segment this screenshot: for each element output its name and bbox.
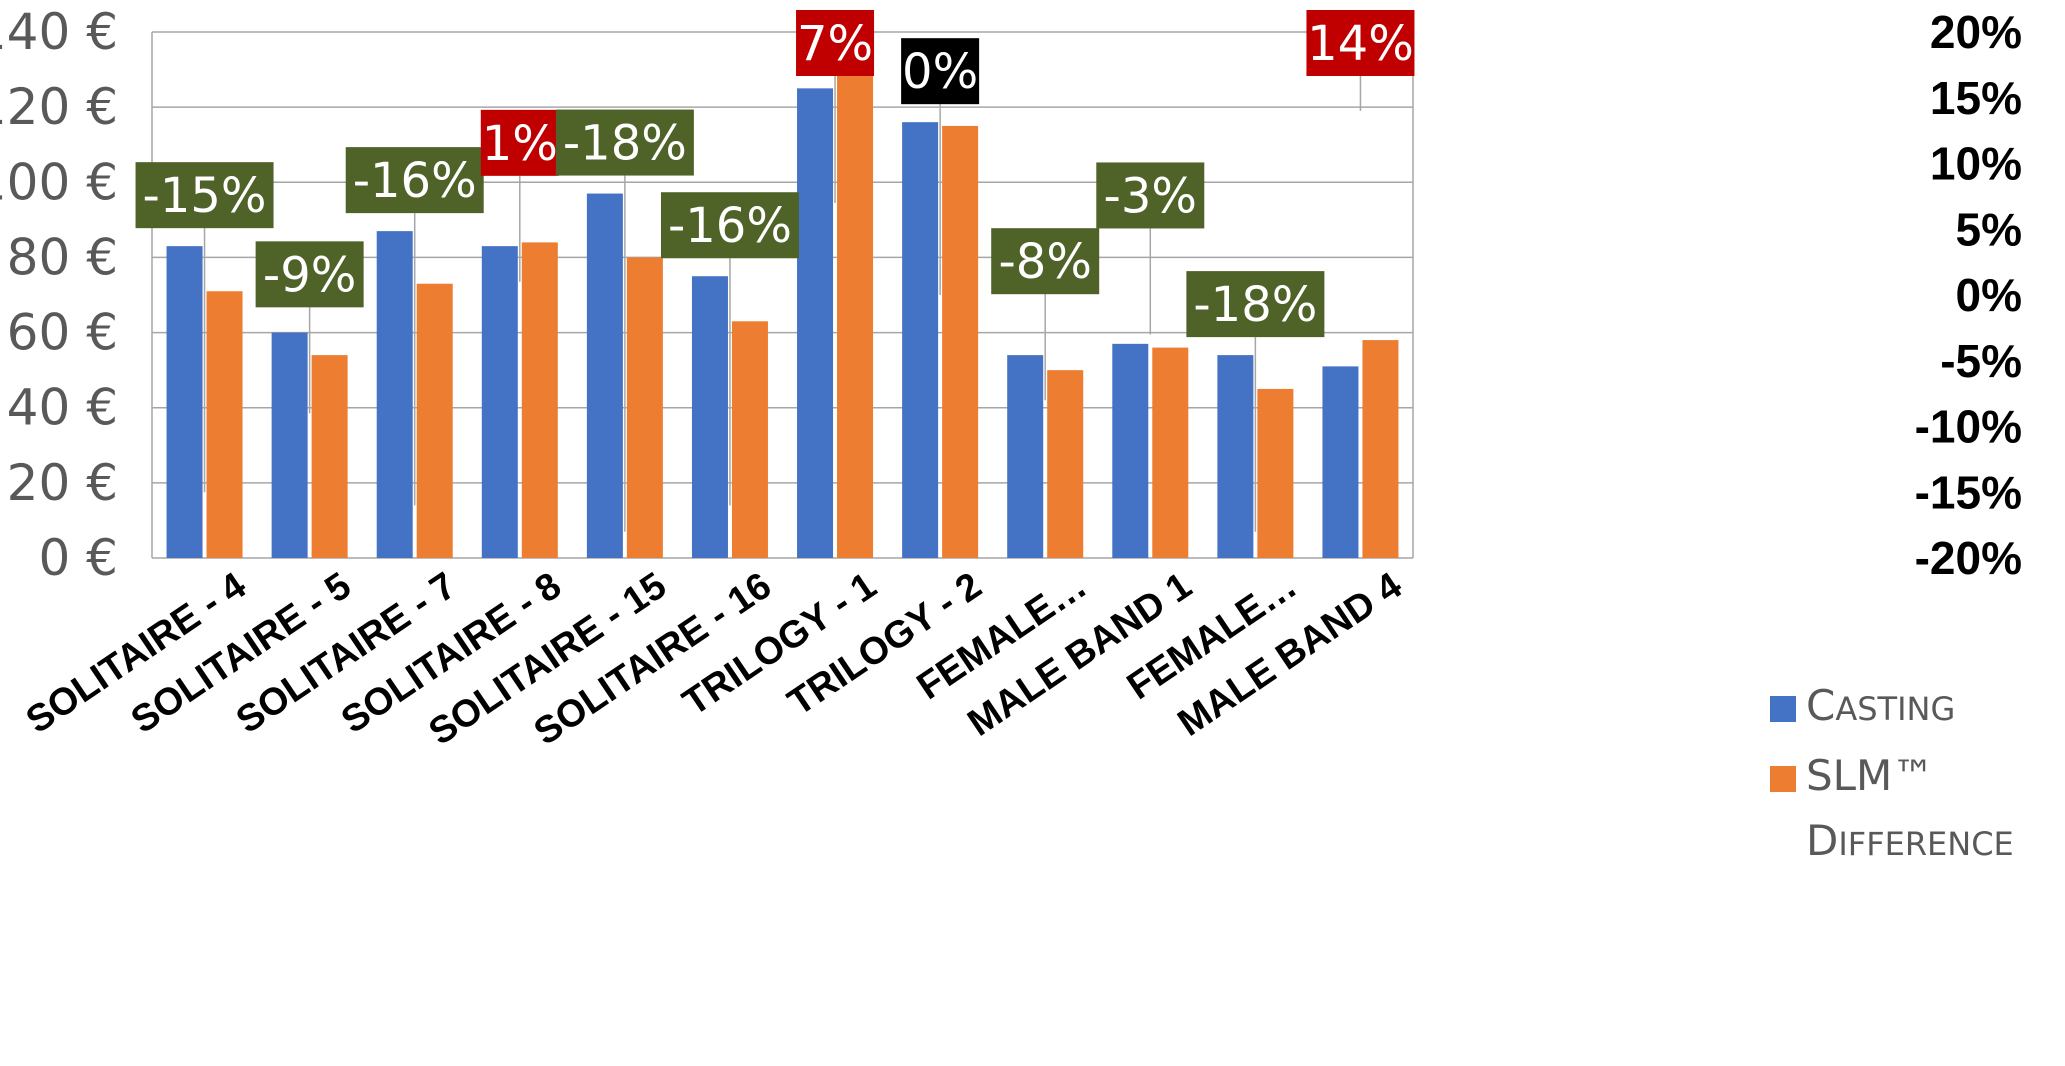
bar-slm xyxy=(626,257,663,558)
bars xyxy=(166,58,1399,559)
legend-swatch xyxy=(1770,696,1796,722)
right-axis: -20% -15% -10% -5% 0% 5% 10% 15% 20% xyxy=(1915,6,2022,584)
difference-label: -8% xyxy=(998,234,1091,290)
bar-casting xyxy=(271,332,308,558)
difference-label: -9% xyxy=(263,247,356,303)
difference-label-box xyxy=(1186,271,1325,338)
bar-casting xyxy=(1007,355,1044,558)
bar-slm xyxy=(1362,340,1399,558)
bar-slm xyxy=(1257,388,1294,558)
difference-label-box xyxy=(480,109,559,176)
bar-casting xyxy=(586,193,623,559)
difference-label: -3% xyxy=(1104,168,1197,224)
y-right-tick-label: 20% xyxy=(1930,6,2022,58)
y-left-tick-label: 20 € xyxy=(7,454,118,512)
difference-label-box xyxy=(991,228,1100,295)
y-right-tick-label: 10% xyxy=(1930,138,2022,190)
bar-slm xyxy=(416,283,453,558)
difference-label: 14% xyxy=(1307,16,1414,72)
bar-casting xyxy=(1112,343,1149,558)
difference-label: -15% xyxy=(143,168,267,224)
difference-label: 0% xyxy=(902,44,978,100)
bar-casting xyxy=(1322,366,1359,558)
bar-slm xyxy=(1152,347,1189,558)
bar-casting xyxy=(166,246,203,558)
legend-label-rest: IFFERENCE xyxy=(1838,825,2013,863)
y-left-tick-label: 40 € xyxy=(7,379,118,437)
bar-casting xyxy=(376,231,413,558)
difference-labels: -15%-9%-16%1% -18%-16%7%0%-8%-3%-18%14% xyxy=(135,10,1415,338)
difference-label-box xyxy=(901,38,980,105)
difference-label: -18% xyxy=(1193,277,1317,333)
legend: CASTING SLM™ DIFFERENCE xyxy=(1770,681,2014,865)
bar-casting xyxy=(1217,355,1254,558)
y-left-tick-label: 60 € xyxy=(7,304,118,362)
difference-label-box xyxy=(345,147,484,214)
difference-label-box xyxy=(135,162,274,229)
bar-casting xyxy=(902,122,939,559)
difference-label: 1% xyxy=(482,116,558,172)
difference-label-box xyxy=(1306,10,1415,76)
y-left-tick-label: 80 € xyxy=(7,228,118,286)
legend-label: SLM™ xyxy=(1806,751,1934,800)
legend-label: CASTING xyxy=(1806,681,1955,730)
difference-label: -16% xyxy=(353,153,477,209)
difference-label-box xyxy=(1096,162,1205,229)
bar-slm xyxy=(206,291,243,558)
bar-slm xyxy=(731,321,768,558)
bar-slm xyxy=(837,58,874,559)
difference-label-box xyxy=(660,192,799,259)
y-right-tick-label: -15% xyxy=(1915,466,2022,518)
bar-slm xyxy=(942,125,979,558)
y-right-tick-label: 5% xyxy=(1956,203,2022,255)
legend-label-rest: ASTING xyxy=(1835,690,1955,728)
legend-label-initial: C xyxy=(1806,681,1835,730)
legend-label-initial: SLM™ xyxy=(1806,751,1934,800)
bar-casting xyxy=(691,276,728,558)
y-left-tick-label: 0 € xyxy=(38,529,118,587)
legend-label: DIFFERENCE xyxy=(1806,816,2014,865)
y-left-tick-label: 140 € xyxy=(0,3,118,61)
difference-label: -18% xyxy=(563,116,687,172)
left-axis: 0 € 20 € 40 € 60 € 80 € 100 € 120 € 140 € xyxy=(0,3,118,587)
difference-label: -16% xyxy=(668,198,792,254)
y-right-tick-label: 15% xyxy=(1930,72,2022,124)
difference-label-box xyxy=(555,109,694,176)
bar-slm xyxy=(521,242,558,558)
difference-label: 7% xyxy=(797,16,873,72)
y-right-tick-label: -20% xyxy=(1915,532,2022,584)
leader-lines xyxy=(203,76,1362,532)
bar-slm xyxy=(1047,370,1084,558)
y-left-tick-label: 120 € xyxy=(0,78,118,136)
legend-swatch xyxy=(1770,766,1796,792)
bar-casting xyxy=(481,246,518,558)
difference-label-box xyxy=(796,10,875,76)
bar-slm xyxy=(311,355,348,558)
bar-casting xyxy=(797,88,834,558)
y-right-tick-label: -10% xyxy=(1915,401,2022,453)
y-right-tick-label: 0% xyxy=(1956,269,2022,321)
y-left-tick-label: 100 € xyxy=(0,153,118,211)
y-right-tick-label: -5% xyxy=(1940,335,2022,387)
difference-label-box xyxy=(255,241,364,308)
legend-label-initial: D xyxy=(1806,816,1838,865)
